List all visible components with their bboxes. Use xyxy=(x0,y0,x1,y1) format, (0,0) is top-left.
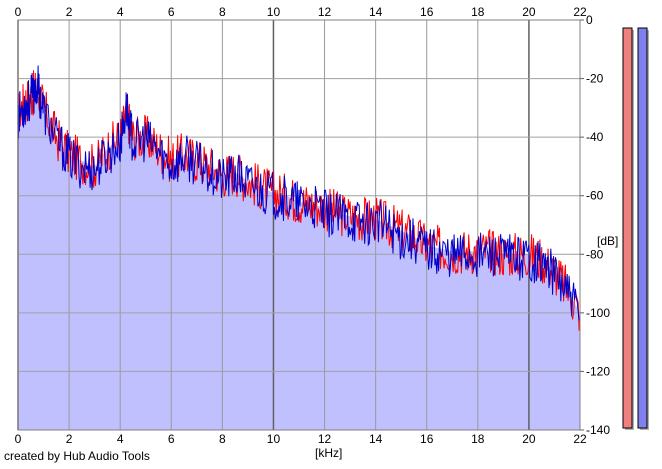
y-tick-label: -60 xyxy=(586,189,604,203)
y-tick-label: 0 xyxy=(586,13,593,27)
y-axis-unit-label: [dB] xyxy=(597,234,619,248)
y-tick-label: -140 xyxy=(586,423,610,437)
x-tick-label-top: 0 xyxy=(15,5,22,19)
x-tick-label-top: 6 xyxy=(168,5,175,19)
x-tick-label-top: 2 xyxy=(66,5,73,19)
x-tick-label-top: 22 xyxy=(573,5,587,19)
x-tick-label-top: 14 xyxy=(369,5,383,19)
y-tick-label: -20 xyxy=(586,72,604,86)
x-tick-label-top: 10 xyxy=(267,5,281,19)
x-tick-label-bottom: 18 xyxy=(471,432,485,446)
x-tick-label-top: 20 xyxy=(522,5,536,19)
x-tick-label-top: 4 xyxy=(117,5,124,19)
y-tick-label: -120 xyxy=(586,364,610,378)
spectrum-fill-area xyxy=(18,84,580,430)
x-tick-label-bottom: 0 xyxy=(15,432,22,446)
x-tick-label-bottom: 2 xyxy=(66,432,73,446)
x-axis-unit-label: [kHz] xyxy=(315,446,343,460)
x-tick-label-bottom: 16 xyxy=(420,432,434,446)
x-tick-label-bottom: 14 xyxy=(369,432,383,446)
x-tick-label-top: 8 xyxy=(219,5,226,19)
series-blue-line xyxy=(17,65,581,322)
y-tick-label: -100 xyxy=(586,306,610,320)
x-tick-label-bottom: 22 xyxy=(573,432,587,446)
x-tick-label-bottom: 12 xyxy=(318,432,332,446)
y-tick-label: -80 xyxy=(586,247,604,261)
level-meter-left xyxy=(622,27,633,429)
x-tick-label-bottom: 8 xyxy=(219,432,226,446)
x-tick-label-bottom: 20 xyxy=(522,432,536,446)
level-meter-right xyxy=(637,27,648,429)
x-tick-label-top: 12 xyxy=(318,5,332,19)
y-tick-label: -40 xyxy=(586,130,604,144)
x-tick-label-bottom: 6 xyxy=(168,432,175,446)
x-tick-label-bottom: 10 xyxy=(267,432,281,446)
credit-text: created by Hub Audio Tools xyxy=(4,449,150,463)
x-tick-label-top: 16 xyxy=(420,5,434,19)
x-tick-label-bottom: 4 xyxy=(117,432,124,446)
plot-border xyxy=(17,19,581,431)
x-tick-label-top: 18 xyxy=(471,5,485,19)
